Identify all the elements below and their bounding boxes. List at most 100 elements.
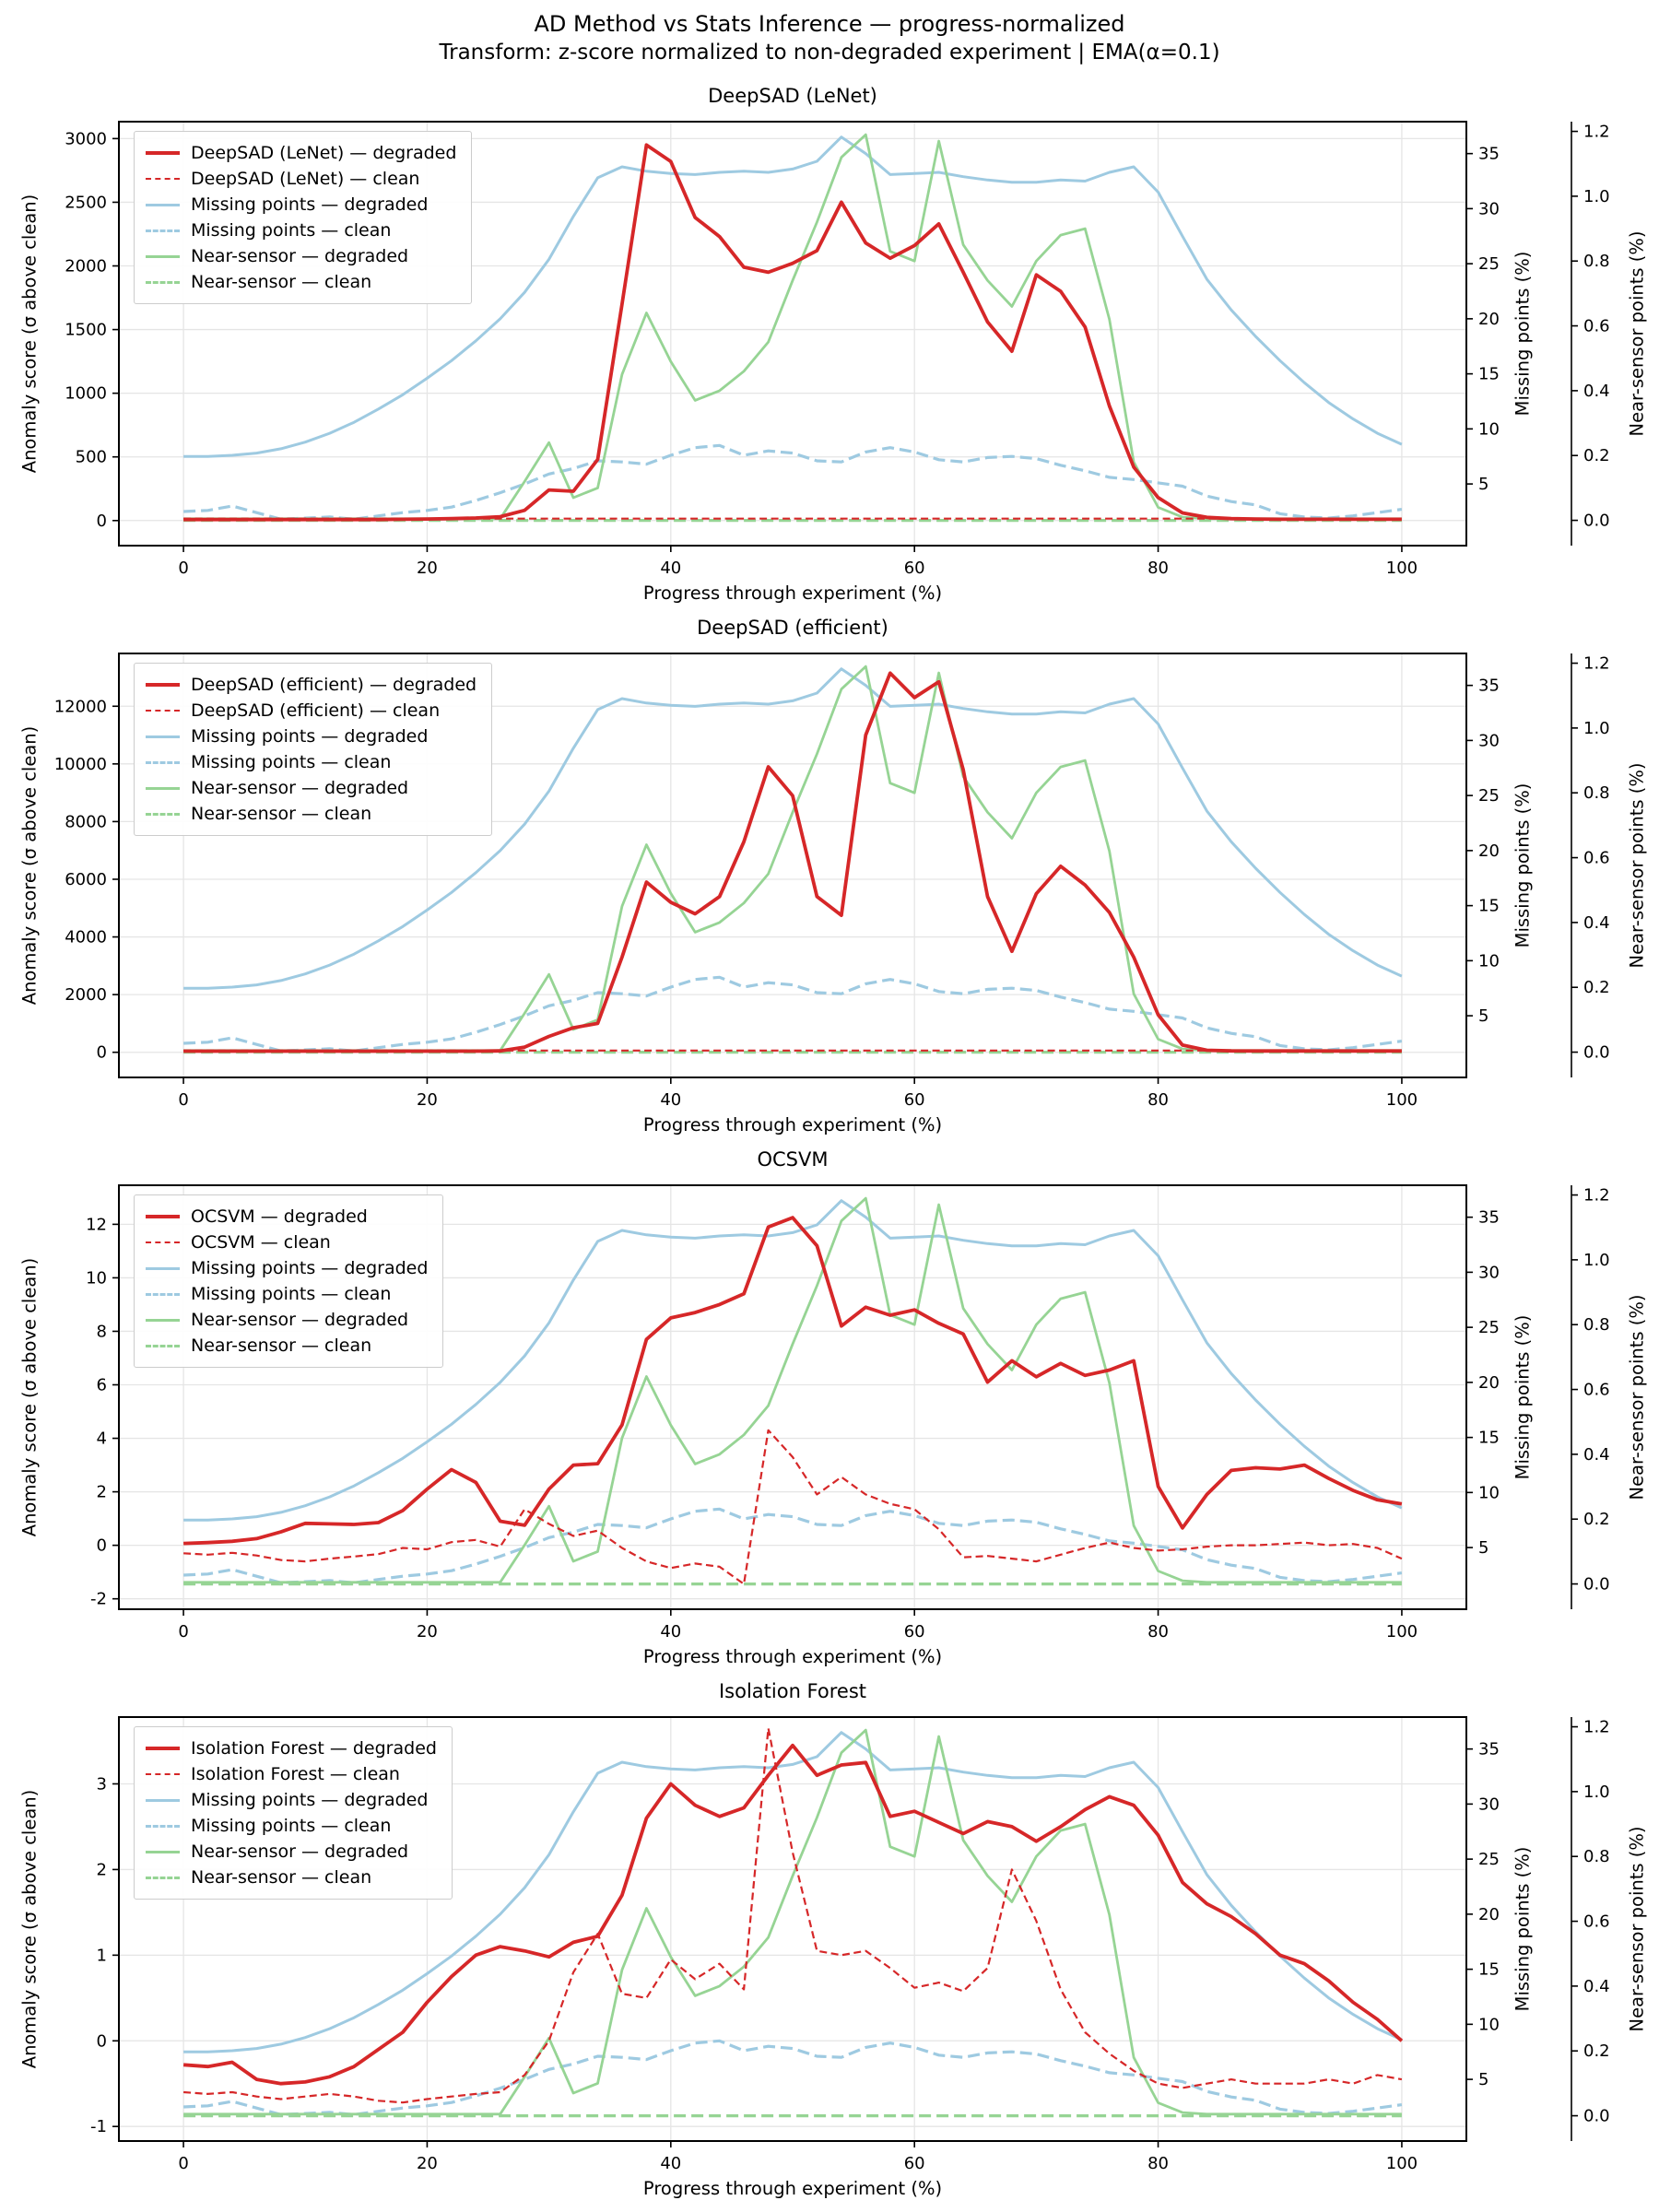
legend-row: Missing points — degraded bbox=[146, 1255, 428, 1281]
svg-text:1.2: 1.2 bbox=[1583, 123, 1610, 142]
svg-text:10000: 10000 bbox=[54, 755, 107, 774]
svg-text:0.4: 0.4 bbox=[1583, 1445, 1610, 1465]
legend-label: Near-sensor — clean bbox=[191, 272, 372, 292]
legend-label: Near-sensor — clean bbox=[191, 804, 372, 824]
legend-row: Missing points — clean bbox=[146, 1813, 437, 1839]
legend-row: DeepSAD (LeNet) — clean bbox=[146, 166, 456, 192]
svg-text:0.8: 0.8 bbox=[1583, 1315, 1610, 1335]
subplot-deepsad-lenet: 0 500 1000 1500 2000 2500 3000 0 20 40 60 80 100 5 10 1… bbox=[0, 85, 1659, 617]
svg-text:40: 40 bbox=[660, 1090, 681, 1110]
blue-dashed-line-icon bbox=[146, 1824, 180, 1828]
legend-label: Missing points — degraded bbox=[191, 194, 429, 215]
missing-axis-label: Missing points (%) bbox=[1512, 1846, 1534, 2012]
svg-text:0: 0 bbox=[97, 512, 107, 531]
svg-text:15: 15 bbox=[1478, 1960, 1500, 1980]
legend-row: Missing points — degraded bbox=[146, 724, 477, 749]
svg-text:20: 20 bbox=[1478, 1373, 1500, 1393]
legend-row: Near-sensor — clean bbox=[146, 1333, 428, 1359]
svg-text:0.4: 0.4 bbox=[1583, 913, 1610, 933]
legend-row: Isolation Forest — clean bbox=[146, 1761, 437, 1787]
svg-text:6: 6 bbox=[97, 1376, 107, 1395]
svg-text:0.8: 0.8 bbox=[1583, 1847, 1610, 1866]
red-dashed-line-icon bbox=[146, 710, 180, 712]
left-axis-label: Anomaly score (σ above clean) bbox=[18, 194, 41, 474]
svg-text:0.0: 0.0 bbox=[1583, 512, 1610, 531]
x-axis-label: Progress through experiment (%) bbox=[642, 582, 943, 604]
svg-text:3000: 3000 bbox=[65, 129, 107, 148]
subplot-title: Isolation Forest bbox=[718, 1680, 867, 1702]
svg-text:0.2: 0.2 bbox=[1583, 2041, 1610, 2061]
svg-text:80: 80 bbox=[1147, 1622, 1169, 1641]
svg-text:-1: -1 bbox=[90, 2117, 107, 2136]
left-axis-label: Anomaly score (σ above clean) bbox=[18, 725, 41, 1006]
green-dashed-line-icon bbox=[146, 1876, 180, 1879]
subplot-title: OCSVM bbox=[757, 1148, 829, 1171]
legend-label: Missing points — clean bbox=[191, 1284, 392, 1304]
legend-label: Isolation Forest — degraded bbox=[191, 1738, 437, 1759]
red-solid-line-icon bbox=[146, 683, 180, 687]
deepsad-efficient-chart: 0 2000 4000 6000 8000 10000 12000 0 20 40 60 80 100 5… bbox=[54, 653, 1610, 1110]
legend: Isolation Forest — degraded Isolation Fo… bbox=[134, 1726, 453, 1900]
legend-label: Missing points — degraded bbox=[191, 1258, 429, 1278]
svg-text:8: 8 bbox=[97, 1322, 107, 1341]
svg-text:30: 30 bbox=[1478, 1794, 1500, 1814]
green-solid-line-icon bbox=[146, 1850, 180, 1853]
svg-text:10: 10 bbox=[86, 1268, 107, 1288]
left-axis-label: Anomaly score (σ above clean) bbox=[18, 1257, 41, 1537]
svg-text:0: 0 bbox=[97, 1536, 107, 1556]
svg-text:15: 15 bbox=[1478, 365, 1500, 384]
legend-row: Missing points — degraded bbox=[146, 192, 456, 218]
svg-text:1: 1 bbox=[97, 1946, 107, 1965]
svg-text:1.2: 1.2 bbox=[1583, 1186, 1610, 1206]
svg-text:20: 20 bbox=[417, 2154, 438, 2173]
near-axis-label: Near-sensor points (%) bbox=[1626, 762, 1648, 969]
svg-text:20: 20 bbox=[1478, 310, 1500, 329]
svg-text:3: 3 bbox=[97, 1774, 107, 1794]
svg-text:30: 30 bbox=[1478, 731, 1500, 750]
legend-row: Isolation Forest — degraded bbox=[146, 1735, 437, 1761]
legend-row: Near-sensor — degraded bbox=[146, 775, 477, 801]
green-solid-line-icon bbox=[146, 786, 180, 790]
figure-subtitle: Transform: z-score normalized to non-deg… bbox=[439, 41, 1220, 65]
legend-row: Missing points — degraded bbox=[146, 1787, 437, 1813]
svg-text:0: 0 bbox=[178, 559, 188, 578]
near-axis-label: Near-sensor points (%) bbox=[1626, 1826, 1648, 2032]
svg-text:30: 30 bbox=[1478, 1263, 1500, 1282]
svg-text:40: 40 bbox=[660, 2154, 681, 2173]
legend-label: DeepSAD (efficient) — clean bbox=[191, 700, 441, 721]
blue-solid-line-icon bbox=[146, 203, 180, 206]
svg-text:20: 20 bbox=[417, 1622, 438, 1641]
svg-text:80: 80 bbox=[1147, 2154, 1169, 2173]
green-solid-line-icon bbox=[146, 254, 180, 258]
svg-text:100: 100 bbox=[1386, 1090, 1418, 1110]
svg-text:25: 25 bbox=[1478, 1850, 1500, 1869]
svg-text:2000: 2000 bbox=[65, 257, 107, 276]
svg-text:100: 100 bbox=[1386, 559, 1418, 578]
svg-text:60: 60 bbox=[904, 1622, 925, 1641]
svg-text:0.6: 0.6 bbox=[1583, 849, 1610, 868]
legend-label: Missing points — degraded bbox=[191, 726, 429, 747]
svg-text:25: 25 bbox=[1478, 1318, 1500, 1337]
svg-text:1.2: 1.2 bbox=[1583, 1718, 1610, 1737]
legend-row: Near-sensor — clean bbox=[146, 801, 477, 827]
svg-text:60: 60 bbox=[904, 559, 925, 578]
svg-text:0.0: 0.0 bbox=[1583, 2107, 1610, 2126]
svg-text:0.6: 0.6 bbox=[1583, 1912, 1610, 1932]
blue-solid-line-icon bbox=[146, 1266, 180, 1270]
svg-text:35: 35 bbox=[1478, 1740, 1500, 1759]
svg-text:2000: 2000 bbox=[65, 985, 107, 1005]
red-solid-line-icon bbox=[146, 1747, 180, 1750]
legend-label: Missing points — clean bbox=[191, 1816, 392, 1836]
legend-label: OCSVM — clean bbox=[191, 1232, 331, 1253]
svg-text:2: 2 bbox=[97, 1483, 107, 1502]
blue-dashed-line-icon bbox=[146, 229, 180, 232]
svg-text:10: 10 bbox=[1478, 1483, 1500, 1502]
red-dashed-line-icon bbox=[146, 1241, 180, 1243]
svg-text:1.2: 1.2 bbox=[1583, 654, 1610, 674]
legend: DeepSAD (efficient) — degraded DeepSAD (… bbox=[134, 663, 493, 836]
legend-row: Near-sensor — degraded bbox=[146, 243, 456, 269]
green-dashed-line-icon bbox=[146, 280, 180, 284]
svg-text:1.0: 1.0 bbox=[1583, 187, 1610, 206]
subplot-title: DeepSAD (LeNet) bbox=[708, 85, 877, 107]
red-solid-line-icon bbox=[146, 151, 180, 155]
